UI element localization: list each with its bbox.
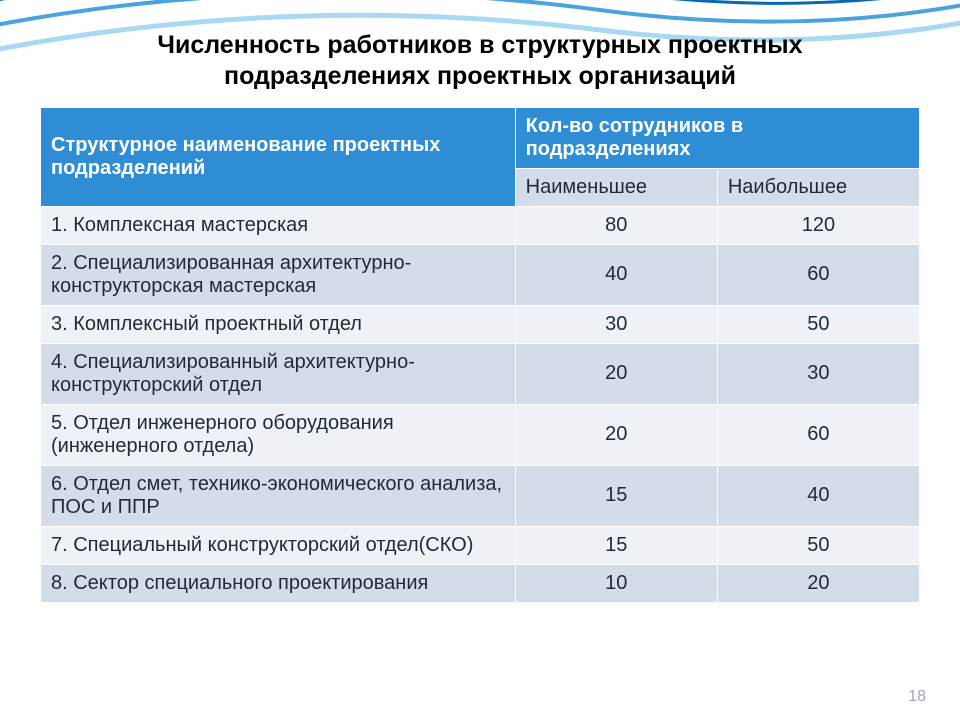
- cell-max: 120: [717, 206, 919, 244]
- table-row: 2. Специализированная архитектурно-конст…: [41, 244, 920, 305]
- cell-name: 6. Отдел смет, технико-экономического ан…: [41, 465, 516, 526]
- title-line-1: Численность работников в структурных про…: [157, 31, 802, 59]
- cell-max: 50: [717, 526, 919, 564]
- cell-max: 40: [717, 465, 919, 526]
- cell-min: 80: [515, 206, 717, 244]
- col-header-max: Наибольшее: [717, 168, 919, 206]
- cell-max: 60: [717, 404, 919, 465]
- cell-name: 3. Комплексный проектный отдел: [41, 305, 516, 343]
- cell-min: 20: [515, 343, 717, 404]
- col-header-name: Структурное наименование проектных подра…: [41, 107, 516, 206]
- table-row: 1. Комплексная мастерская80120: [41, 206, 920, 244]
- cell-min: 15: [515, 465, 717, 526]
- cell-min: 10: [515, 564, 717, 602]
- table-row: 3. Комплексный проектный отдел3050: [41, 305, 920, 343]
- cell-min: 30: [515, 305, 717, 343]
- table-row: 8. Сектор специального проектирования102…: [41, 564, 920, 602]
- cell-name: 5. Отдел инженерного оборудования (инжен…: [41, 404, 516, 465]
- page-number: 18: [908, 688, 926, 706]
- cell-name: 4. Специализированный архитектурно-конст…: [41, 343, 516, 404]
- cell-name: 1. Комплексная мастерская: [41, 206, 516, 244]
- cell-max: 50: [717, 305, 919, 343]
- slide-content: Численность работников в структурных про…: [0, 0, 960, 603]
- cell-name: 7. Специальный конструкторский отдел(СКО…: [41, 526, 516, 564]
- cell-min: 40: [515, 244, 717, 305]
- cell-name: 2. Специализированная архитектурно-конст…: [41, 244, 516, 305]
- table-row: 5. Отдел инженерного оборудования (инжен…: [41, 404, 920, 465]
- slide-title: Численность работников в структурных про…: [70, 30, 890, 93]
- table-row: 4. Специализированный архитектурно-конст…: [41, 343, 920, 404]
- table-body: 1. Комплексная мастерская801202. Специал…: [41, 206, 920, 602]
- departments-table: Структурное наименование проектных подра…: [40, 107, 920, 603]
- cell-min: 15: [515, 526, 717, 564]
- cell-max: 30: [717, 343, 919, 404]
- col-header-count: Кол-во сотрудников в подразделениях: [515, 107, 919, 168]
- col-header-min: Наименьшее: [515, 168, 717, 206]
- title-line-2: подразделениях проектных организаций: [224, 62, 736, 90]
- table-row: 7. Специальный конструкторский отдел(СКО…: [41, 526, 920, 564]
- cell-max: 60: [717, 244, 919, 305]
- table-row: 6. Отдел смет, технико-экономического ан…: [41, 465, 920, 526]
- cell-name: 8. Сектор специального проектирования: [41, 564, 516, 602]
- cell-max: 20: [717, 564, 919, 602]
- cell-min: 20: [515, 404, 717, 465]
- table-header-row-1: Структурное наименование проектных подра…: [41, 107, 920, 168]
